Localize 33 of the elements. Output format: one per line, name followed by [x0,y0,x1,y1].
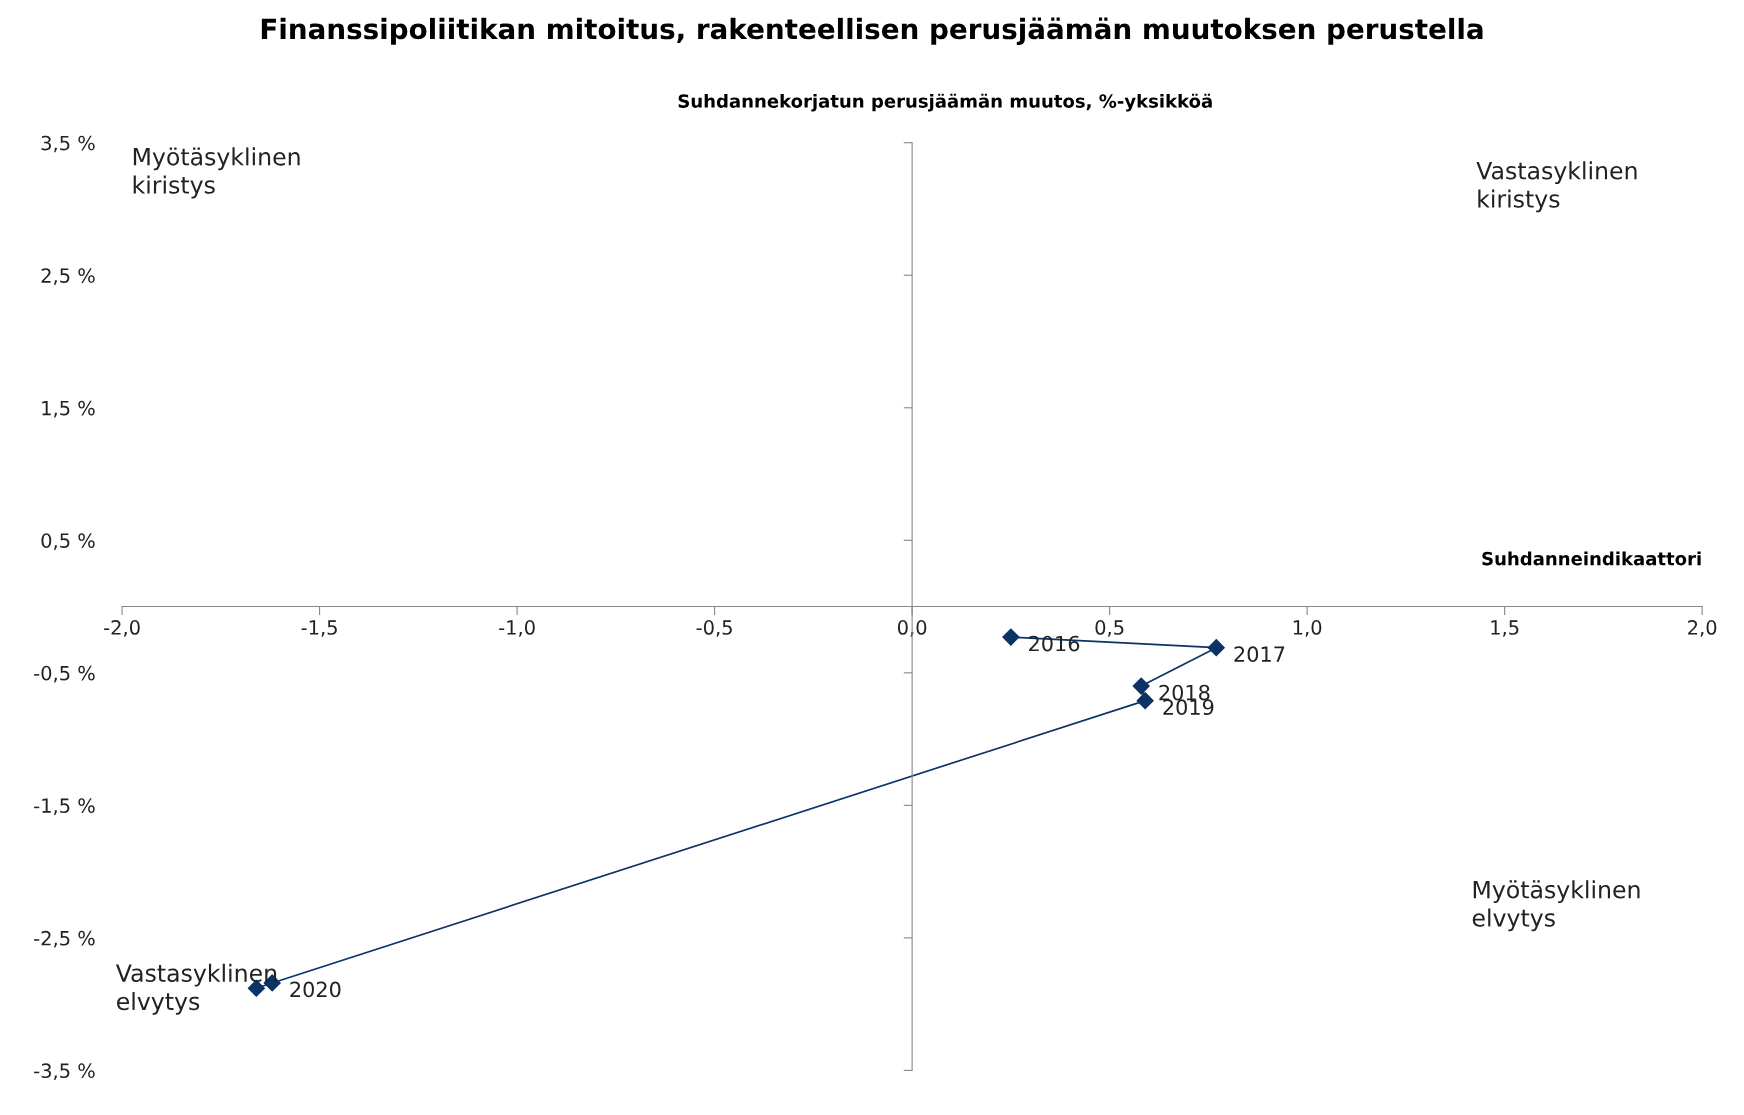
y-tick-label: 2,5 % [41,268,95,285]
annotation: 2019 [1163,699,1214,716]
point [1207,639,1225,657]
annotation: Vastasyklinen elvytys [115,963,277,1015]
y-tick-label: 3,5 % [41,135,95,153]
x-tick-label: -0,5 [696,620,732,637]
x-tick-label: -1,5 [301,620,337,637]
annotation: 2017 [1234,646,1285,663]
x-tick-label: -2,0 [104,620,140,637]
y-tick-label: -0,5 % [34,665,95,683]
x-tick-label: 0,0 [897,620,927,637]
chart-title: Finanssipoliitikan mitoitus, rakenteellisen perusjäämän muutoksen perustella [261,17,1483,45]
point [1002,628,1020,646]
x-axis-title: Suhdanneindikaattori [1482,551,1701,566]
x-tick-label: 1,0 [1293,620,1322,637]
annotation: Myötäsyklinen elvytys [1472,880,1640,932]
point [1132,677,1150,695]
annotation: 2020 [290,981,341,998]
y-tick-label: -2,5 % [34,930,95,948]
annotation: Vastasyklinen kiristys [1476,161,1637,213]
x-tick-label: -1,0 [499,620,535,637]
x-tick-label: 1,5 [1491,620,1519,637]
annotation: 2016 [1029,635,1080,652]
y-tick-label: 1,5 % [42,400,95,418]
annotation: 2018 [1159,684,1210,701]
x-tick-label: 0,5 [1095,620,1124,637]
y-tick-label: -1,5 % [34,798,95,815]
y-axis-title: Suhdannekorjatun perusjäämän muutos, %-yksikköä [678,93,1212,112]
annotation: Myötäsyklinen kiristys [133,147,300,199]
y-tick-label: 0,5 % [41,533,95,550]
point [1136,692,1154,710]
y-tick-label: -3,5 % [34,1063,95,1081]
x-tick-label: 2,0 [1688,620,1717,637]
